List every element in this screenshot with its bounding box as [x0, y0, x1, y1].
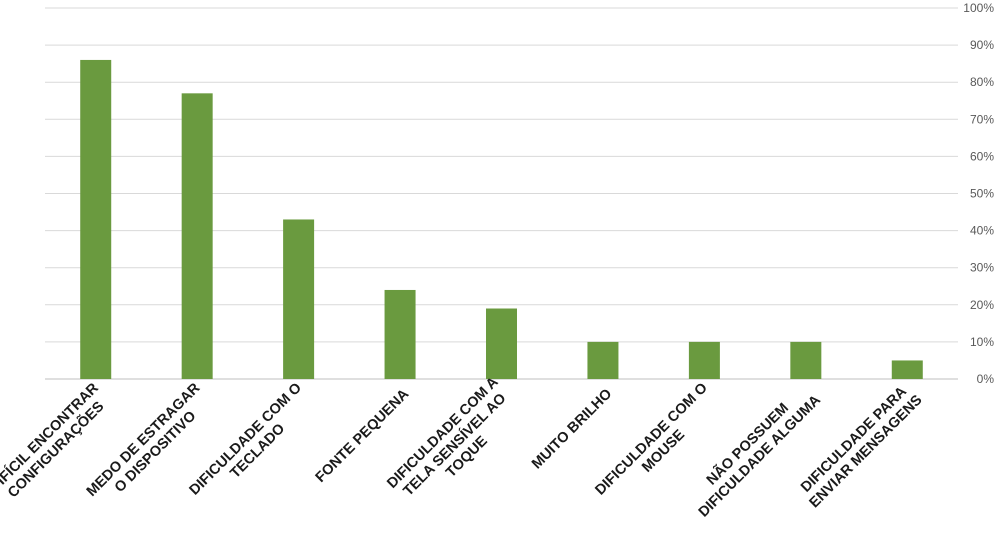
bar — [181, 93, 213, 379]
bar — [80, 59, 112, 379]
y-tick-label: 70% — [970, 112, 994, 126]
y-tick-label: 10% — [970, 335, 994, 349]
x-category-label-line: ENVIAR MENSAGENS — [807, 392, 926, 511]
y-tick-label: 0% — [977, 372, 995, 386]
y-tick-label: 40% — [970, 224, 994, 238]
x-category-label: MUITO BRILHO — [529, 386, 615, 472]
y-axis-tick-labels: 0% 10% 20% 30% 40% 50% 60% 70% 80% 90% 100% — [963, 1, 994, 386]
x-category-label-line: DIFICULDADE COM O — [187, 380, 305, 498]
y-tick-label: 60% — [970, 149, 994, 163]
x-category-label-line: MEDO DE ESTRAGAR — [84, 380, 204, 500]
bar — [891, 360, 923, 379]
bar — [384, 289, 416, 379]
y-tick-label: 80% — [970, 75, 994, 89]
y-tick-label: 30% — [970, 261, 994, 275]
bar — [790, 341, 822, 379]
x-category-label-line: MUITO BRILHO — [529, 386, 615, 472]
y-tick-label: 90% — [970, 38, 994, 52]
bar — [587, 341, 619, 379]
bar — [283, 219, 315, 379]
bar — [486, 308, 517, 379]
x-category-label: DIFICULDADE COM OTECLADO — [187, 380, 317, 510]
x-category-label: NÃO POSSUEMDIFICULDADE ALGUMA — [682, 378, 824, 520]
y-tick-label: 20% — [970, 298, 994, 312]
y-tick-label: 50% — [970, 187, 994, 201]
bar — [688, 341, 720, 379]
x-category-label-line: TELA SENSÍVEL AO — [400, 390, 510, 500]
y-tick-label: 100% — [963, 1, 994, 15]
bars — [80, 59, 923, 379]
x-category-label-line: DIFICULDADE ALGUMA — [696, 392, 825, 521]
